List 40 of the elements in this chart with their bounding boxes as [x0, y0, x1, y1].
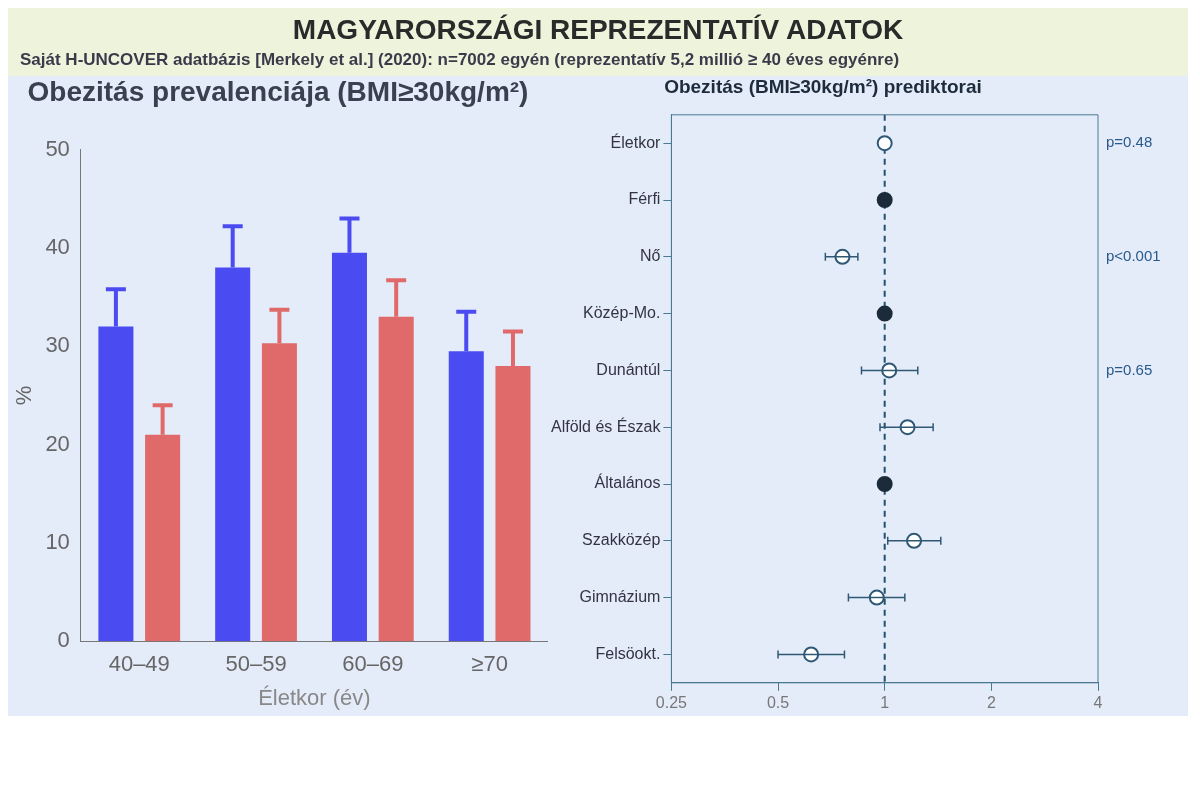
y-tick-label: Életkor: [610, 132, 662, 151]
y-tick-label: 0: [57, 627, 70, 653]
y-tick-label: Szakközép: [582, 531, 661, 549]
y-tick-label: Felsöokt.: [595, 644, 661, 662]
chart-title: Obezitás (BMI≥30kg/m²) prediktorai: [664, 75, 982, 97]
y-tick-label: Alföld és Észak: [550, 416, 662, 435]
text: MAGYARORSZÁGI REPREZENTATÍV ADATOK: [291, 14, 905, 46]
point: [876, 192, 893, 208]
chart-title: Obezitás prevalenciája (BMI≥30kg/m²): [27, 75, 529, 107]
x-tick-label: 2: [986, 693, 996, 711]
point: [876, 305, 893, 322]
y-tick-label: 50: [45, 135, 70, 161]
point: [881, 362, 898, 379]
x-tick-label: 60–69: [342, 651, 404, 677]
x-tick-label: 40–49: [108, 651, 170, 677]
x-axis-title: Életkor (év): [258, 684, 371, 710]
y-tick-label: 30: [45, 332, 70, 358]
y-axis-title: %: [11, 385, 37, 406]
y-tick-label: 20: [45, 430, 70, 456]
y-tick-label: Általános: [594, 473, 661, 492]
x-tick-label: 0.25: [655, 693, 688, 711]
point: [868, 589, 885, 606]
point: [876, 476, 893, 492]
y-tick-label: Nő: [639, 247, 661, 265]
y-tick-label: 40: [45, 233, 70, 259]
point: [876, 135, 893, 152]
x-tick-label: 0.5: [766, 693, 790, 711]
x-tick-label: 4: [1093, 693, 1103, 711]
y-tick-label: Férfi: [628, 190, 661, 208]
text: p=0.65: [1106, 360, 1153, 378]
y-tick-label: Dunántúl: [596, 360, 661, 378]
text: Saját H-UNCOVER adatbázis [Merkely et al.] (2020): n=7002 egyén (reprezentatív 5,2 millió ≥ 40 éves egyénre): [20, 50, 901, 70]
x-tick-label: 1: [880, 693, 890, 711]
x-tick-label: 50–59: [225, 651, 287, 677]
y-tick-label: 10: [45, 528, 70, 554]
text: p=0.48: [1106, 133, 1153, 151]
y-tick-label: Gimnázium: [579, 588, 661, 606]
y-tick-label: Közép-Mo.: [583, 304, 661, 322]
text: p<0.001: [1106, 246, 1161, 264]
x-tick-label: ≥70: [471, 651, 508, 677]
